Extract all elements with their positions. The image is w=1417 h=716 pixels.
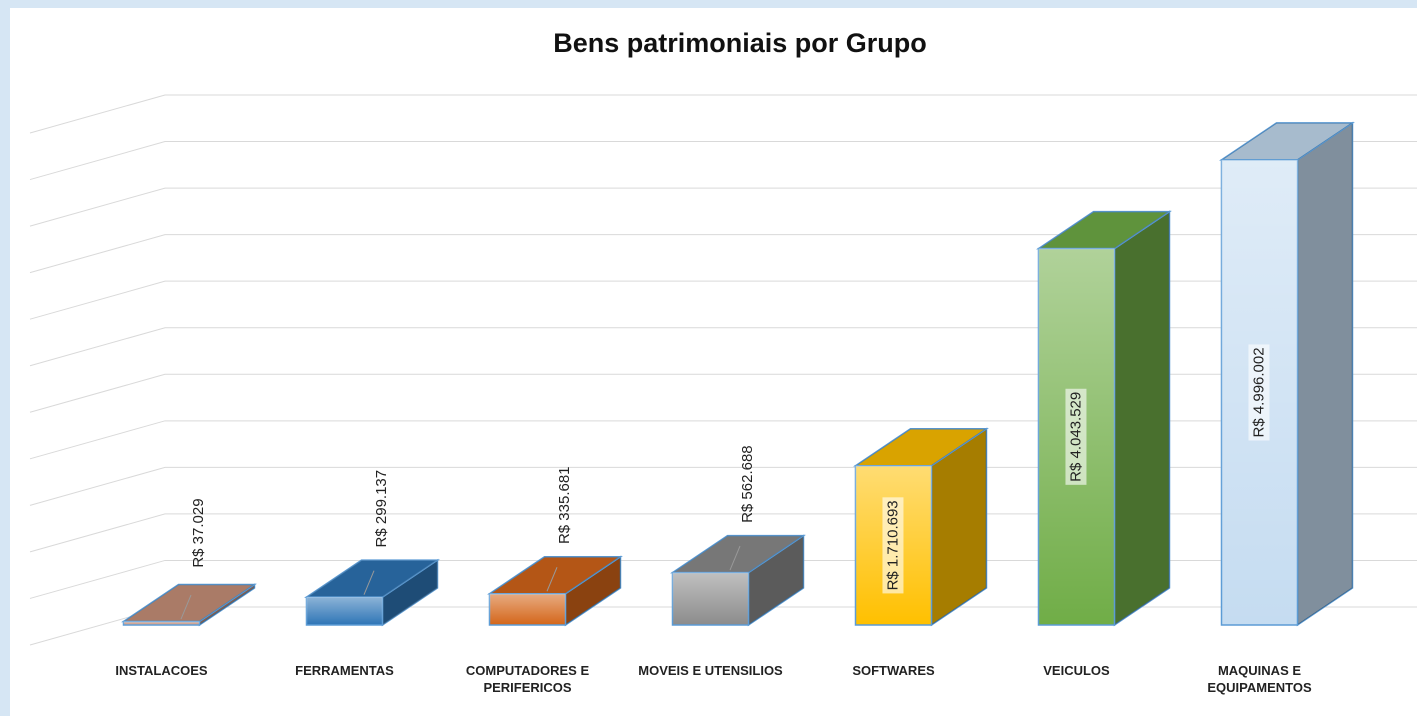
bar-side-shade	[931, 428, 987, 625]
bar-side-shade	[565, 556, 621, 625]
x-tick-label: MOVEIS E UTENSILIOS	[638, 663, 783, 678]
bar-side-shade	[382, 560, 438, 625]
bar-top-shade	[1038, 211, 1170, 249]
x-tick-label: SOFTWARES	[852, 663, 935, 678]
leader-line	[546, 567, 558, 592]
grid-line	[29, 280, 1417, 320]
grid-line	[29, 234, 1417, 274]
grid-line	[29, 559, 1417, 599]
chart-title: Bens patrimoniais por Grupo	[553, 28, 927, 58]
leader-line	[363, 570, 375, 595]
bar-side-shade	[748, 535, 804, 625]
value-label: R$ 4.043.529	[1067, 392, 1084, 482]
value-label: R$ 562.688	[739, 445, 756, 523]
value-label: R$ 335.681	[556, 466, 573, 544]
x-tick-label: VEICULOS	[1043, 663, 1110, 678]
bar-shine	[123, 621, 200, 625]
bar-shine	[306, 597, 383, 625]
grid-line	[29, 94, 1417, 134]
bar-top-shade	[672, 535, 804, 573]
bar-shine	[672, 572, 749, 625]
x-tick-label: FERRAMENTAS	[295, 663, 394, 678]
leader-line	[729, 545, 741, 571]
value-label-box	[882, 497, 904, 594]
x-tick-label: MAQUINAS E EQUIPAMENTOS	[1207, 663, 1312, 695]
value-label-box	[1248, 344, 1270, 441]
value-label: R$ 4.996.002	[1250, 347, 1267, 437]
value-label: R$ 1.710.693	[884, 500, 901, 590]
value-label-box	[1065, 388, 1087, 485]
grid-line	[29, 327, 1417, 367]
bar-side-shade	[1114, 211, 1170, 625]
bar-top-shade	[489, 556, 621, 594]
bar-top-shade	[1221, 122, 1353, 160]
x-tick-label: INSTALACOES	[115, 663, 208, 678]
grid-line	[29, 513, 1417, 553]
bar-top-shade	[306, 560, 438, 598]
leader-line	[180, 594, 192, 620]
grid-line	[29, 420, 1417, 460]
grid-line	[29, 141, 1417, 181]
bar-shine	[489, 593, 566, 625]
value-label: R$ 37.029	[190, 498, 207, 567]
grid-line	[29, 187, 1417, 227]
x-tick-label: COMPUTADORES E PERIFERICOS	[465, 663, 590, 695]
grid-line	[29, 373, 1417, 413]
bar-top-shade	[123, 584, 255, 622]
grid-line	[29, 466, 1417, 506]
value-label: R$ 299.137	[373, 470, 390, 548]
bar-top-shade	[855, 428, 987, 466]
bar-side-shade	[1297, 122, 1353, 625]
